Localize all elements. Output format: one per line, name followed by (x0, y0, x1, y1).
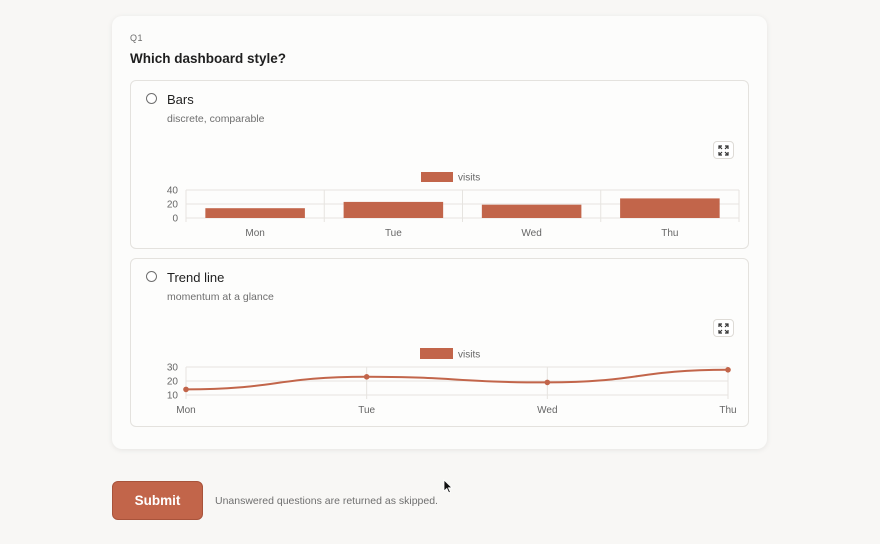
option-bars-radio[interactable] (146, 93, 157, 104)
legend-label: visits (458, 350, 480, 361)
option-trend-line-description: momentum at a glance (167, 291, 274, 303)
data-point (725, 367, 731, 373)
option-bars-label: Bars (167, 92, 194, 107)
option-bars[interactable]: Bars discrete, comparable 0 20 40 Mon Tue Wed… (130, 80, 749, 249)
option-bars-description: discrete, comparable (167, 113, 265, 125)
data-point (183, 386, 189, 393)
y-tick-label: 20 (167, 377, 179, 388)
y-tick-label: 30 (167, 363, 179, 374)
question-title: Which dashboard style? (130, 51, 287, 66)
x-tick-label: Wed (521, 228, 541, 239)
legend-label: visits (458, 173, 480, 184)
bar (481, 204, 582, 218)
option-trend-line[interactable]: Trend line momentum at a glance 10 20 30 Mo… (130, 258, 749, 427)
skip-note: Unanswered questions are returned as ski… (215, 495, 438, 507)
x-tick-label: Mon (176, 405, 195, 416)
bar (620, 198, 720, 218)
line-chart: 10 20 30 Mon Tue Wed Thu visits (167, 348, 737, 416)
data-point (363, 374, 370, 380)
bar-chart: 0 20 40 Mon Tue Wed Thu visits (167, 172, 740, 239)
bar (205, 208, 305, 218)
option-trend-line-radio[interactable] (146, 271, 157, 282)
legend-swatch (421, 172, 453, 182)
expand-icon (718, 144, 729, 156)
x-tick-label: Tue (385, 228, 402, 239)
bar (343, 201, 444, 218)
series-line (185, 368, 729, 391)
question-number: Q1 (130, 33, 144, 43)
y-tick-label: 40 (167, 186, 179, 197)
mouse-cursor-icon (443, 479, 453, 494)
y-tick-label: 0 (172, 214, 178, 225)
expand-chart-button[interactable] (713, 319, 734, 337)
x-tick-label: Thu (661, 228, 678, 239)
data-point (544, 379, 551, 386)
legend-swatch (420, 348, 453, 359)
y-tick-label: 10 (167, 391, 179, 402)
x-tick-label: Tue (358, 405, 375, 416)
y-tick-label: 20 (167, 200, 179, 211)
x-tick-label: Wed (537, 405, 557, 416)
expand-icon (718, 322, 729, 334)
expand-chart-button[interactable] (713, 141, 734, 159)
option-trend-line-label: Trend line (167, 270, 225, 285)
submit-button[interactable]: Submit (112, 481, 203, 520)
x-tick-label: Thu (719, 405, 736, 416)
x-tick-label: Mon (245, 228, 264, 239)
